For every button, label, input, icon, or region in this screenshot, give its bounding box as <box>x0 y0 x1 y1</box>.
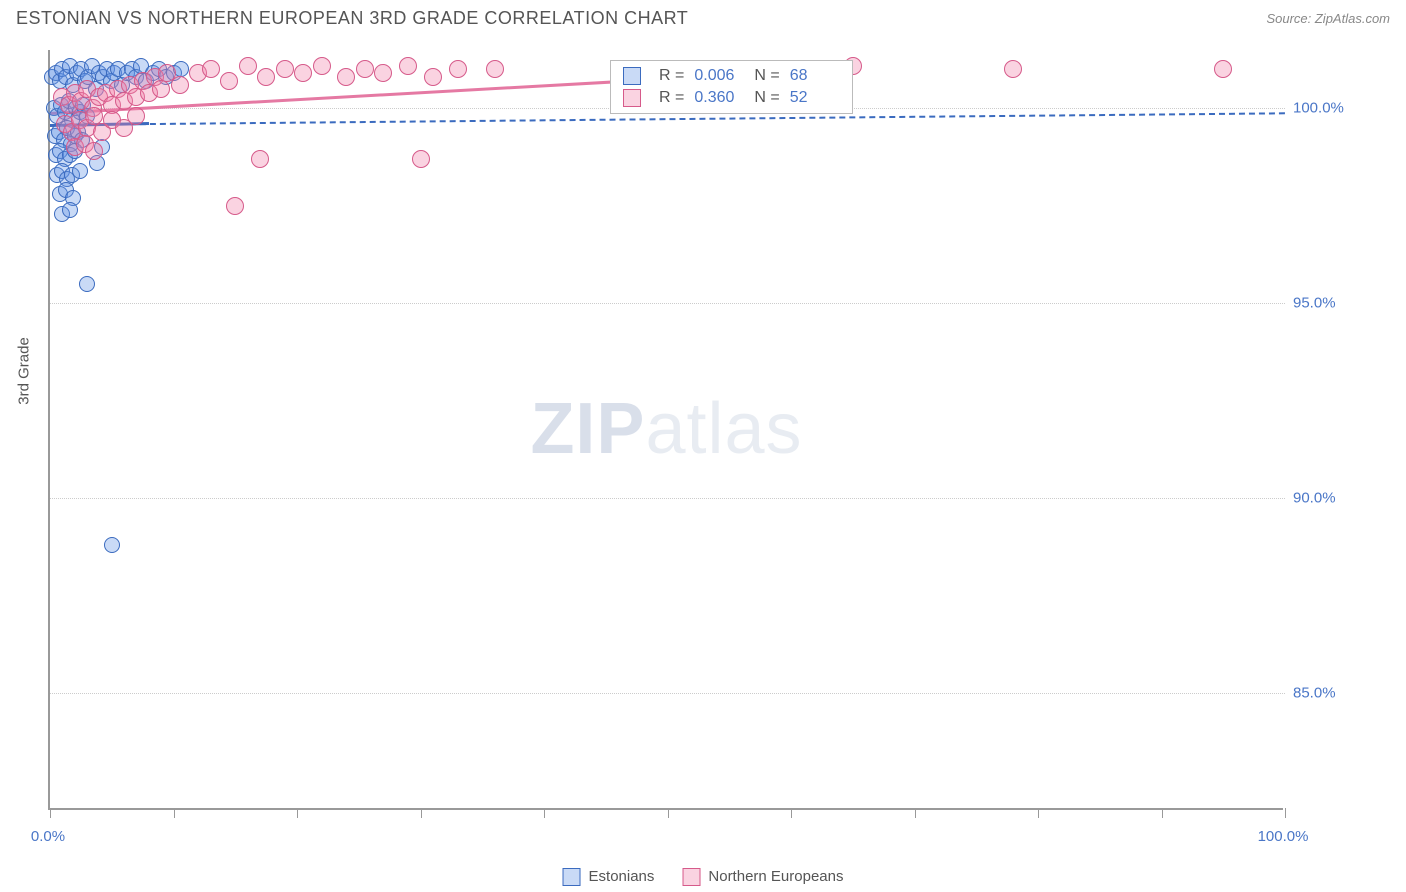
legend-item-estonians[interactable]: Estonians <box>563 868 655 886</box>
x-tick <box>668 808 669 818</box>
data-point <box>424 68 442 86</box>
swatch-icon <box>563 868 581 886</box>
data-point <box>1004 60 1022 78</box>
gridline <box>50 498 1285 499</box>
watermark: ZIPatlas <box>530 388 802 470</box>
swatch-icon <box>682 868 700 886</box>
data-point <box>1214 60 1232 78</box>
x-tick <box>791 808 792 818</box>
data-point <box>294 64 312 82</box>
data-point <box>62 202 78 218</box>
x-tick <box>1162 808 1163 818</box>
y-axis-label: 3rd Grade <box>16 337 33 405</box>
stats-legend-row: R =0.360N =52 <box>619 87 844 109</box>
stats-legend: R =0.006N =68R =0.360N =52 <box>610 60 853 114</box>
plot-region: ZIPatlas R =0.006N =68R =0.360N =52 <box>48 50 1283 810</box>
data-point <box>449 60 467 78</box>
data-point <box>202 60 220 78</box>
chart-area: ZIPatlas R =0.006N =68R =0.360N =52 85.0… <box>48 50 1380 810</box>
trend-line <box>50 112 1285 126</box>
data-point <box>239 57 257 75</box>
y-tick-label: 100.0% <box>1293 100 1344 117</box>
x-tick <box>915 808 916 818</box>
stats-legend-row: R =0.006N =68 <box>619 65 844 87</box>
x-tick <box>297 808 298 818</box>
data-point <box>226 197 244 215</box>
data-point <box>72 163 88 179</box>
x-tick <box>544 808 545 818</box>
data-point <box>399 57 417 75</box>
data-point <box>337 68 355 86</box>
data-point <box>171 76 189 94</box>
data-point <box>251 150 269 168</box>
x-tick-label: 100.0% <box>1258 828 1309 845</box>
data-point <box>257 68 275 86</box>
data-point <box>104 537 120 553</box>
source-label: Source: ZipAtlas.com <box>1266 11 1390 26</box>
data-point <box>313 57 331 75</box>
data-point <box>220 72 238 90</box>
data-point <box>374 64 392 82</box>
legend-bottom: Estonians Northern Europeans <box>563 868 844 886</box>
data-point <box>79 276 95 292</box>
x-tick <box>1285 808 1286 818</box>
data-point <box>356 60 374 78</box>
data-point <box>127 107 145 125</box>
data-point <box>85 142 103 160</box>
x-tick-label: 0.0% <box>31 828 65 845</box>
data-point <box>486 60 504 78</box>
chart-title: ESTONIAN VS NORTHERN EUROPEAN 3RD GRADE … <box>16 8 688 29</box>
gridline <box>50 303 1285 304</box>
x-tick <box>50 808 51 818</box>
data-point <box>152 80 170 98</box>
y-tick-label: 85.0% <box>1293 685 1336 702</box>
swatch-icon <box>623 67 641 85</box>
x-tick <box>421 808 422 818</box>
data-point <box>412 150 430 168</box>
x-tick <box>174 808 175 818</box>
gridline <box>50 693 1285 694</box>
x-tick <box>1038 808 1039 818</box>
y-tick-label: 95.0% <box>1293 295 1336 312</box>
y-tick-label: 90.0% <box>1293 490 1336 507</box>
legend-item-northern-europeans[interactable]: Northern Europeans <box>682 868 843 886</box>
data-point <box>276 60 294 78</box>
swatch-icon <box>623 89 641 107</box>
